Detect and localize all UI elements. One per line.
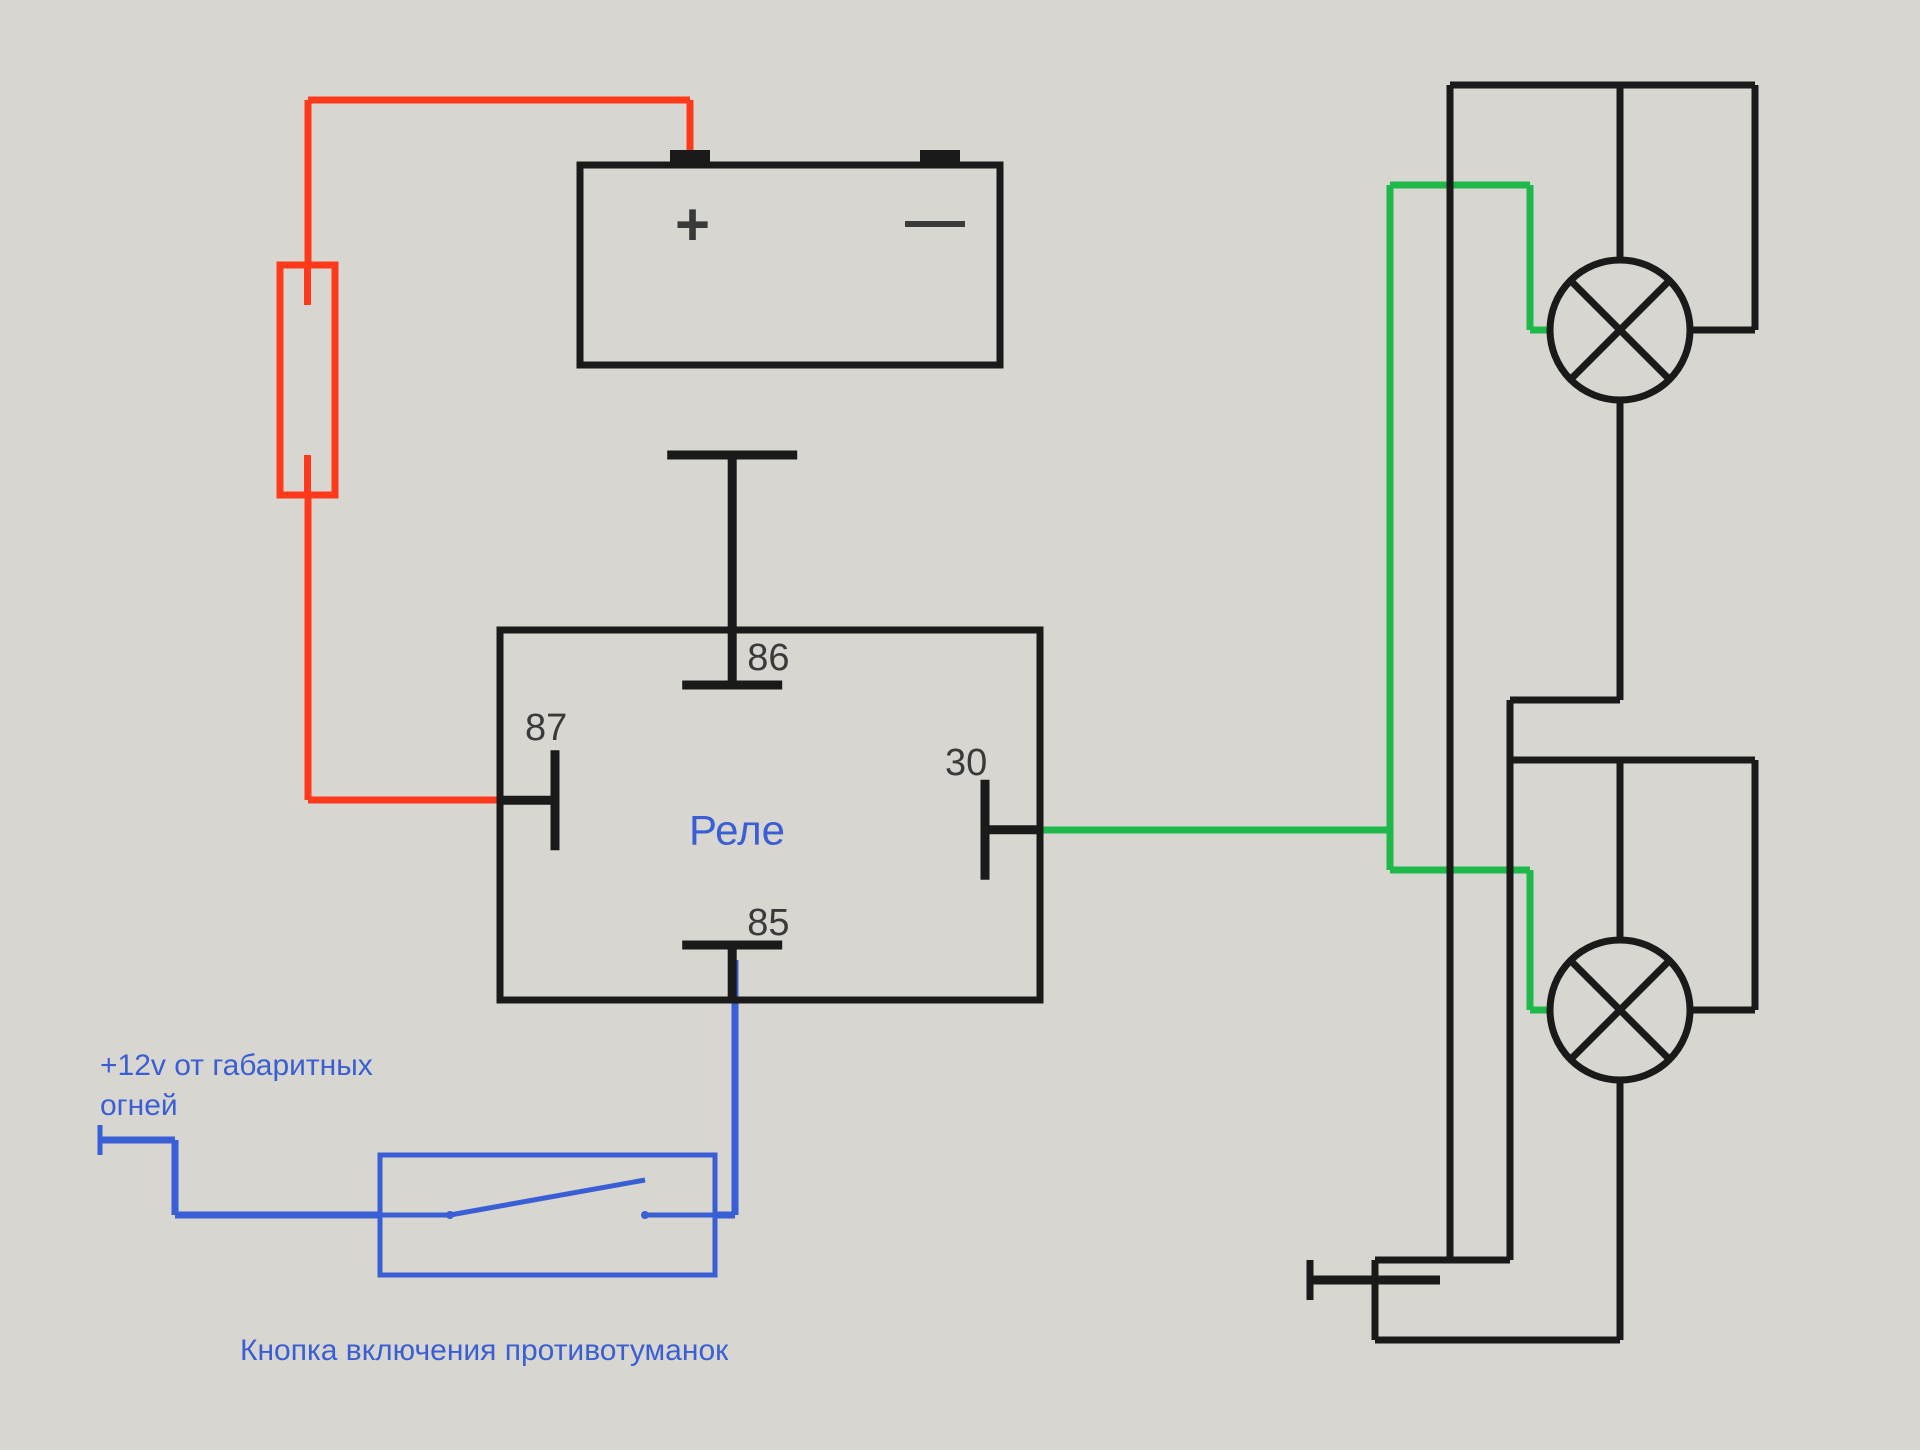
wire-black-lamp (1375, 85, 1755, 1340)
relay-label: Реле (689, 807, 785, 854)
lamp-2 (1550, 940, 1690, 1080)
input-label-line2: огней (100, 1089, 178, 1122)
wiring-diagram: + — 86 85 87 30 Реле (0, 0, 1920, 1450)
lamp-1 (1550, 260, 1690, 400)
relay-pin-87-label: 87 (525, 707, 567, 749)
fuse (280, 265, 335, 495)
switch (380, 1155, 715, 1275)
relay: 86 85 87 30 Реле (500, 630, 1040, 1000)
wire-green (1000, 185, 1550, 1010)
battery-minus-label: — (905, 186, 965, 253)
battery-plus-label: + (675, 191, 710, 258)
battery: + — (580, 150, 1000, 365)
wire-black-battery-ground (667, 455, 797, 630)
switch-label: Кнопка включения противотуманок (240, 1334, 729, 1367)
relay-pin-85-label: 85 (747, 902, 789, 944)
input-label-line1: +12v от габаритных (100, 1049, 373, 1082)
relay-pin-86-label: 86 (747, 637, 789, 679)
relay-pin-30-label: 30 (945, 742, 987, 784)
